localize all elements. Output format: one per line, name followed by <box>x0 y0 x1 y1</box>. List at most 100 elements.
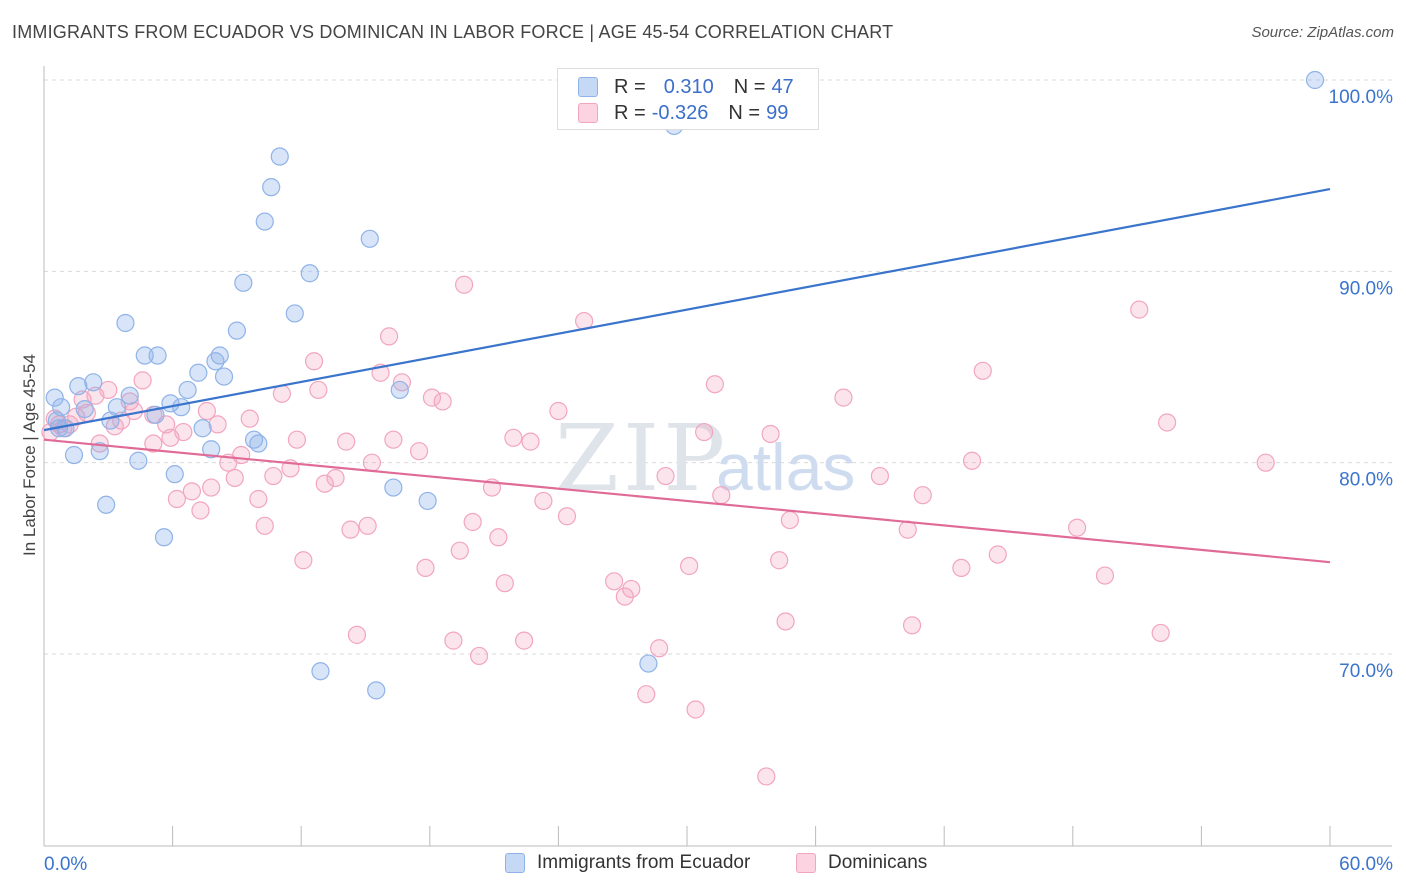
dominican-point <box>326 468 345 488</box>
trendlines <box>43 187 1331 564</box>
legend-item-dominican: Dominicans <box>796 852 927 874</box>
dominican-point <box>255 516 274 535</box>
dominican-point <box>264 466 283 486</box>
legend-swatch-ecuador <box>505 853 525 873</box>
dominican-point <box>988 545 1007 564</box>
dominican-point <box>99 380 118 400</box>
dominican-point <box>1158 413 1177 432</box>
ecuador-point <box>178 380 197 400</box>
dominican-point <box>902 616 922 635</box>
dominican-point <box>898 520 917 539</box>
ecuador-point <box>300 264 319 283</box>
ecuador-point <box>148 346 167 365</box>
dominican-point <box>225 468 244 488</box>
dominican-point <box>515 631 534 650</box>
dominican-point <box>622 579 641 599</box>
dominican-point <box>534 491 553 511</box>
ecuador-point <box>64 445 84 465</box>
y-tick-label: 80.0% <box>1339 470 1393 491</box>
dominican-point <box>287 430 307 449</box>
dominican-point <box>454 275 474 294</box>
dominican-point <box>341 520 360 539</box>
ecuador-point <box>367 681 386 700</box>
y-tick-label: 90.0% <box>1339 278 1393 299</box>
ecuador-point <box>69 377 88 396</box>
dominican-point <box>202 478 221 497</box>
legend-row-dominican: R = -0.326 N = 99 <box>578 100 789 126</box>
legend-swatch-dominican <box>578 103 598 123</box>
dominican-point <box>272 384 292 403</box>
dominican-point <box>191 501 210 520</box>
tick-labels: 70.0% 80.0% 90.0% 100.0% 0.0% 60.0% <box>44 87 1393 875</box>
dominican-point <box>379 327 399 346</box>
dominican-point <box>1151 623 1170 643</box>
dominican-point <box>358 516 377 535</box>
legend-swatch-ecuador <box>578 77 598 97</box>
dominican-point <box>463 512 482 532</box>
dominican-point <box>450 541 469 560</box>
dominican-point <box>973 361 992 380</box>
dominican-point <box>208 415 227 434</box>
dominican-point <box>167 489 186 509</box>
legend-n-value: 47 <box>771 75 794 98</box>
dominican-point <box>444 631 463 650</box>
dominican-point <box>1130 300 1149 319</box>
dominican-point <box>240 409 259 428</box>
dominican-point <box>347 625 367 644</box>
dominican-point <box>362 453 382 472</box>
ecuador-point <box>75 399 94 419</box>
ecuador-point <box>120 386 139 405</box>
gridlines <box>44 79 1392 655</box>
dominican-point <box>650 639 669 658</box>
y-tick-label: 100.0% <box>1329 87 1394 108</box>
ecuador-point <box>154 528 174 547</box>
dominican-point <box>1256 453 1275 472</box>
legend-label-dominican: Dominicans <box>828 852 928 873</box>
ecuador-point <box>52 398 71 417</box>
dominican-point <box>416 558 435 578</box>
ecuador-point <box>285 304 304 323</box>
ecuador-point <box>97 495 116 514</box>
ecuador-point <box>418 491 437 511</box>
ecuador-point <box>390 380 409 400</box>
dominican-point <box>656 466 675 486</box>
dominican-point <box>770 551 789 570</box>
dominican-trendline <box>43 438 1331 564</box>
ecuador-points <box>45 70 1325 700</box>
ecuador-point <box>165 465 184 484</box>
y-axis-label: In Labor Force | Age 45-54 <box>20 354 39 556</box>
dominican-point <box>834 388 853 407</box>
chart-title: IMMIGRANTS FROM ECUADOR VS DOMINICAN IN … <box>12 22 894 42</box>
dominican-point <box>870 466 890 486</box>
dominican-point <box>315 474 334 493</box>
dominican-point <box>309 380 328 400</box>
dominican-point <box>294 551 313 570</box>
dominican-point <box>776 612 795 631</box>
x-tick-label: 0.0% <box>44 854 87 875</box>
watermark-atlas: atlas <box>716 430 855 504</box>
dominican-point <box>521 432 540 451</box>
ecuador-point <box>270 147 289 166</box>
dominican-point <box>680 556 699 576</box>
dominican-point <box>557 507 577 526</box>
dominican-point <box>422 388 442 407</box>
dominican-point <box>304 352 324 371</box>
watermark-zip: ZIP <box>555 405 729 512</box>
dominican-point <box>469 646 489 666</box>
dominican-point <box>409 442 429 461</box>
dominican-point <box>495 574 514 593</box>
dominican-point <box>384 430 403 449</box>
correlation-legend: R = 0.310 N = 47 R = -0.326 N = 99 <box>557 68 819 130</box>
dominican-point <box>1067 518 1087 537</box>
x-tick-label: 60.0% <box>1339 854 1393 875</box>
dominican-point <box>197 401 216 421</box>
legend-n-label: N = <box>733 75 766 98</box>
dominican-point <box>712 486 731 505</box>
dominican-point <box>695 422 714 442</box>
ecuador-point <box>360 229 379 248</box>
dominican-point <box>124 401 144 421</box>
legend-n-value: 99 <box>766 101 789 124</box>
legend-item-ecuador: Immigrants from Ecuador <box>505 852 750 874</box>
dominican-point <box>174 422 193 442</box>
